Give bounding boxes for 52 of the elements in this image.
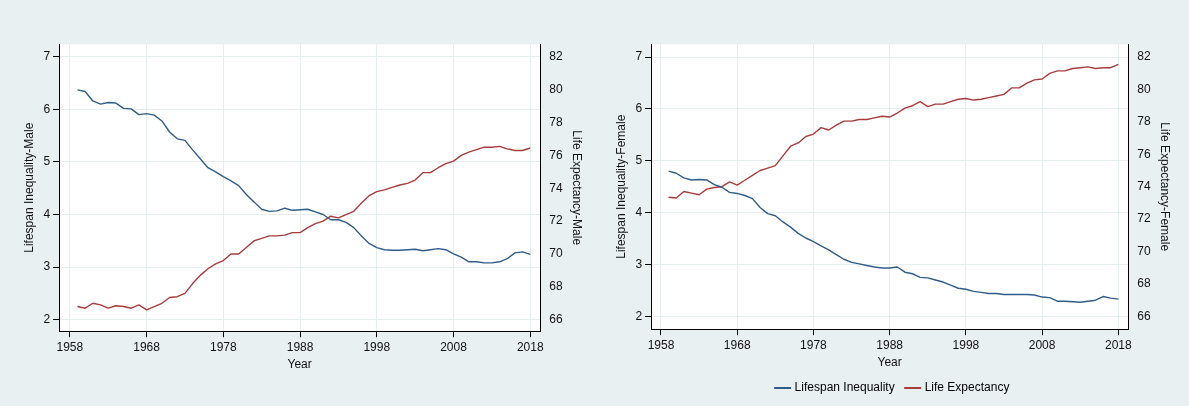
y-tick-label: 7: [43, 49, 51, 64]
y-tick-label: 7: [635, 49, 643, 64]
y2-tick-label: 70: [1137, 243, 1151, 258]
x-tick-label: 1978: [800, 337, 828, 352]
y2-tick-label: 74: [549, 180, 563, 195]
x-tick-label: 1998: [363, 339, 391, 354]
y2-tick-label: 76: [549, 147, 563, 162]
y2-tick-label: 78: [1137, 114, 1151, 129]
x-axis-title: Year: [877, 355, 902, 370]
y-tick-label: 5: [635, 153, 643, 168]
y2-axis-title: Life Expectancy-Female: [1158, 122, 1173, 252]
x-tick-label: 1968: [723, 337, 751, 352]
x-tick-label: 1958: [647, 337, 675, 352]
y2-tick-label: 76: [1137, 146, 1151, 161]
y2-axis-title: Life Expectancy-Male: [570, 130, 585, 246]
x-axis-title: Year: [287, 357, 312, 372]
y-tick-label: 4: [43, 206, 51, 221]
legend-label: Life Expectancy: [924, 380, 1010, 395]
y2-tick-label: 66: [1137, 308, 1151, 323]
x-tick-label: 2008: [440, 339, 468, 354]
y-tick-label: 3: [635, 256, 643, 271]
y2-tick-label: 82: [1137, 49, 1151, 64]
y2-tick-label: 70: [549, 246, 563, 261]
y2-tick-label: 72: [1137, 211, 1151, 226]
y2-tick-label: 80: [1137, 81, 1151, 96]
y2-tick-label: 74: [1137, 179, 1151, 194]
y-tick-label: 2: [43, 311, 51, 326]
y-tick-label: 6: [635, 101, 643, 116]
legend-label: Lifespan Inequality: [794, 380, 895, 395]
y2-tick-label: 68: [1137, 276, 1151, 291]
y-tick-label: 5: [43, 154, 51, 169]
x-tick-label: 1978: [209, 339, 237, 354]
y-axis-title: Lifespan Inequality-Female: [613, 114, 628, 259]
y2-tick-label: 80: [549, 82, 563, 97]
x-tick-label: 1988: [876, 337, 904, 352]
x-tick-label: 2018: [516, 339, 544, 354]
y-tick-label: 4: [635, 204, 643, 219]
x-tick-label: 1988: [286, 339, 314, 354]
x-tick-label: 1968: [133, 339, 161, 354]
x-tick-label: 2008: [1028, 337, 1056, 352]
y-tick-label: 6: [43, 101, 51, 116]
x-tick-label: 1958: [56, 339, 84, 354]
y2-tick-label: 68: [549, 279, 563, 294]
y-tick-label: 2: [635, 308, 643, 323]
y-tick-label: 3: [43, 259, 51, 274]
x-tick-label: 2018: [1104, 337, 1133, 352]
y2-tick-label: 78: [549, 114, 563, 129]
x-tick-label: 1998: [952, 337, 980, 352]
y2-tick-label: 82: [549, 49, 563, 64]
y-axis-title: Lifespan Inequality-Male: [21, 122, 36, 253]
y2-tick-label: 66: [549, 312, 563, 327]
y2-tick-label: 72: [549, 213, 563, 228]
